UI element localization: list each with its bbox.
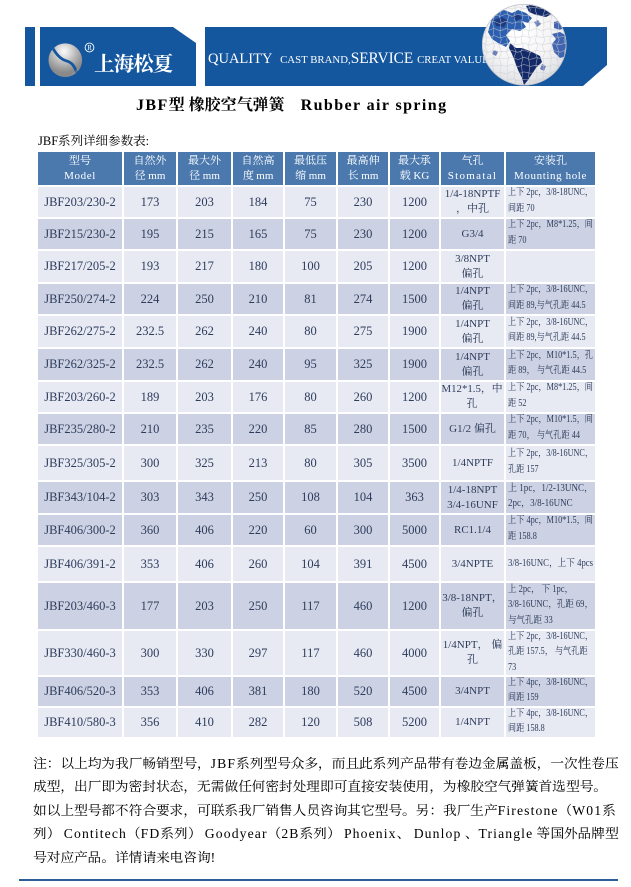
svg-text:R: R: [87, 45, 92, 52]
